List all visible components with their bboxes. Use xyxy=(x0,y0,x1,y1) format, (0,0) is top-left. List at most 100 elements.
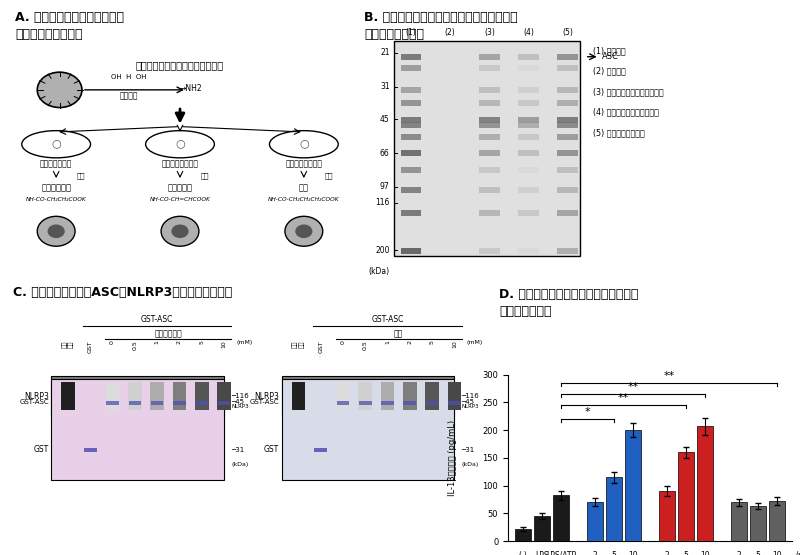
Text: GST-ASC: GST-ASC xyxy=(250,399,279,405)
Text: (mM): (mM) xyxy=(796,551,800,555)
Bar xyxy=(129,401,141,406)
Bar xyxy=(314,448,327,452)
Text: NH-CO-CH₂CH₂CH₂COOK: NH-CO-CH₂CH₂CH₂COOK xyxy=(268,197,340,202)
Bar xyxy=(61,382,75,410)
Bar xyxy=(678,452,694,541)
Text: **: ** xyxy=(627,382,638,392)
Bar xyxy=(128,382,142,410)
Text: (2) 陰性対照: (2) 陰性対照 xyxy=(594,67,626,75)
Bar xyxy=(479,150,499,157)
Text: GST-ASC: GST-ASC xyxy=(371,315,404,324)
Bar xyxy=(173,401,186,406)
Text: ─116: ─116 xyxy=(462,393,479,399)
Bar xyxy=(518,167,539,173)
Bar xyxy=(479,99,499,105)
Bar xyxy=(558,99,578,105)
Text: 200: 200 xyxy=(375,246,390,255)
Bar xyxy=(554,495,569,541)
Text: ○: ○ xyxy=(175,139,185,149)
Text: (kDa): (kDa) xyxy=(369,266,390,276)
Bar xyxy=(479,187,499,193)
Bar xyxy=(84,448,97,452)
Bar xyxy=(479,54,499,60)
Bar xyxy=(291,382,306,410)
Text: (4): (4) xyxy=(523,28,534,37)
Text: 1: 1 xyxy=(154,340,160,344)
Y-axis label: IL-1βの産生量 (pg/mL): IL-1βの産生量 (pg/mL) xyxy=(448,420,457,496)
Bar xyxy=(401,117,421,123)
Text: GST-ASC: GST-ASC xyxy=(141,315,174,324)
Bar xyxy=(447,382,462,410)
Text: *: * xyxy=(585,407,590,417)
Bar xyxy=(625,430,641,541)
Bar xyxy=(336,382,350,410)
Bar xyxy=(426,401,438,406)
Text: ASC: ASC xyxy=(602,52,618,61)
Bar xyxy=(479,123,499,128)
Bar xyxy=(382,401,394,406)
Text: 固定: 固定 xyxy=(325,172,333,179)
Bar xyxy=(401,99,421,105)
Bar xyxy=(401,54,421,60)
Bar xyxy=(558,210,578,216)
Text: NLRP3: NLRP3 xyxy=(462,405,479,410)
Circle shape xyxy=(38,216,75,246)
Bar xyxy=(659,491,675,541)
Bar xyxy=(282,379,454,480)
Text: NLRP3: NLRP3 xyxy=(231,405,249,410)
Bar xyxy=(558,65,578,71)
Text: 5: 5 xyxy=(199,340,204,344)
Text: GST: GST xyxy=(88,340,93,353)
Text: NLRP3: NLRP3 xyxy=(24,392,49,401)
Text: ─45: ─45 xyxy=(231,399,244,405)
Bar xyxy=(150,382,164,410)
Bar xyxy=(518,150,539,157)
Bar xyxy=(731,502,746,541)
Bar xyxy=(51,376,224,416)
Text: (3) プロビオン酸固定化ビーズ: (3) プロビオン酸固定化ビーズ xyxy=(594,87,664,96)
Bar xyxy=(173,382,186,410)
Text: D. 短鎖脂肪酸によるインフラマソーム
活性の増進効果: D. 短鎖脂肪酸によるインフラマソーム 活性の増進効果 xyxy=(499,288,638,318)
Bar xyxy=(518,117,539,123)
Text: 21: 21 xyxy=(380,48,390,57)
Text: (2): (2) xyxy=(445,28,455,37)
Bar xyxy=(479,117,499,123)
Text: (mM): (mM) xyxy=(466,340,482,345)
Text: 陰性
対照: 陰性 対照 xyxy=(292,340,305,348)
Text: 0.5: 0.5 xyxy=(362,340,368,350)
Text: (5) 酪酸固定化ビーズ: (5) 酪酸固定化ビーズ xyxy=(594,128,645,137)
Text: 0: 0 xyxy=(110,340,115,344)
Text: ─45: ─45 xyxy=(462,399,474,405)
Bar xyxy=(401,87,421,93)
Text: 酪酸: 酪酸 xyxy=(299,184,309,193)
Bar xyxy=(359,401,371,406)
Text: →NH2: →NH2 xyxy=(180,84,202,93)
Text: (mM): (mM) xyxy=(236,340,252,345)
Circle shape xyxy=(161,216,199,246)
Bar xyxy=(558,150,578,157)
Bar xyxy=(769,501,785,541)
Text: 97: 97 xyxy=(380,183,390,191)
Bar xyxy=(479,248,499,254)
Text: 66: 66 xyxy=(380,149,390,158)
Text: GST-ASC: GST-ASC xyxy=(19,399,49,405)
Text: ○: ○ xyxy=(299,139,309,149)
Bar xyxy=(358,382,372,410)
Bar xyxy=(518,87,539,93)
Bar xyxy=(558,87,578,93)
Text: GST: GST xyxy=(318,340,323,353)
Text: ─116: ─116 xyxy=(231,393,249,399)
Bar xyxy=(558,134,578,140)
Text: B. 短鎖脂肪酸固定化ビーズを用いた新規受
容体の探索・同定: B. 短鎖脂肪酸固定化ビーズを用いた新規受 容体の探索・同定 xyxy=(364,11,518,41)
Bar xyxy=(518,54,539,60)
Text: 2: 2 xyxy=(177,340,182,344)
Text: 0: 0 xyxy=(341,340,346,344)
Circle shape xyxy=(171,224,189,238)
Bar xyxy=(195,401,208,406)
Bar xyxy=(479,65,499,71)
Text: グルタル酸脱水物: グルタル酸脱水物 xyxy=(286,159,322,168)
Bar xyxy=(448,401,461,406)
Bar xyxy=(518,187,539,193)
Bar xyxy=(106,401,119,406)
Bar xyxy=(750,506,766,541)
